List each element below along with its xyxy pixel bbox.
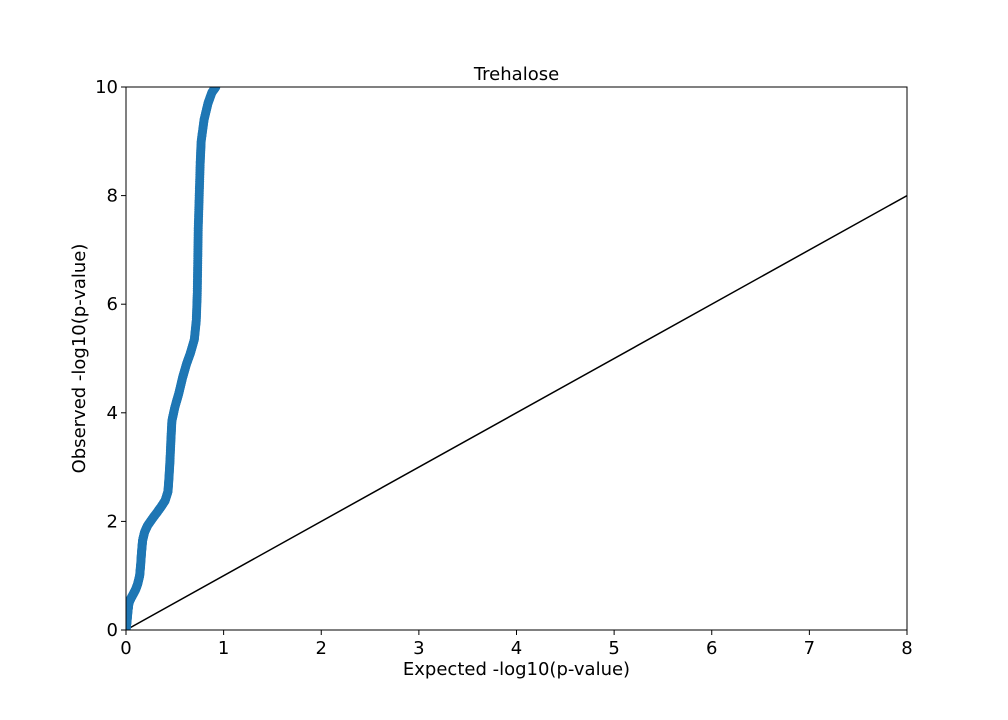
reference-line <box>126 194 907 630</box>
y-axis-label: Observed -log10(p-value) <box>69 244 90 474</box>
y-tick-label: 8 <box>107 186 118 207</box>
y-tick-label: 4 <box>107 403 118 424</box>
y-tick-label: 2 <box>107 511 118 532</box>
x-axis-label: Expected -log10(p-value) <box>403 659 630 680</box>
x-tick-label: 0 <box>120 638 131 659</box>
x-tick-label: 2 <box>316 638 327 659</box>
x-tick-label: 6 <box>706 638 717 659</box>
x-tick-label: 8 <box>901 638 912 659</box>
x-tick-label: 7 <box>804 638 815 659</box>
scatter-point <box>211 87 221 92</box>
x-tick-label: 5 <box>608 638 619 659</box>
y-tick-label: 0 <box>107 620 118 641</box>
x-tick-label: 3 <box>413 638 424 659</box>
chart-title: Trehalose <box>473 64 559 85</box>
x-axis: 0 1 2 3 4 5 6 7 8 <box>120 630 913 659</box>
y-tick-label: 6 <box>107 294 118 315</box>
y-axis: 0 2 4 6 8 10 <box>95 77 126 641</box>
plot-area <box>126 87 907 630</box>
scatter-series <box>126 87 221 630</box>
y-tick-label: 10 <box>95 77 118 98</box>
x-tick-label: 4 <box>511 638 522 659</box>
x-tick-label: 1 <box>218 638 229 659</box>
